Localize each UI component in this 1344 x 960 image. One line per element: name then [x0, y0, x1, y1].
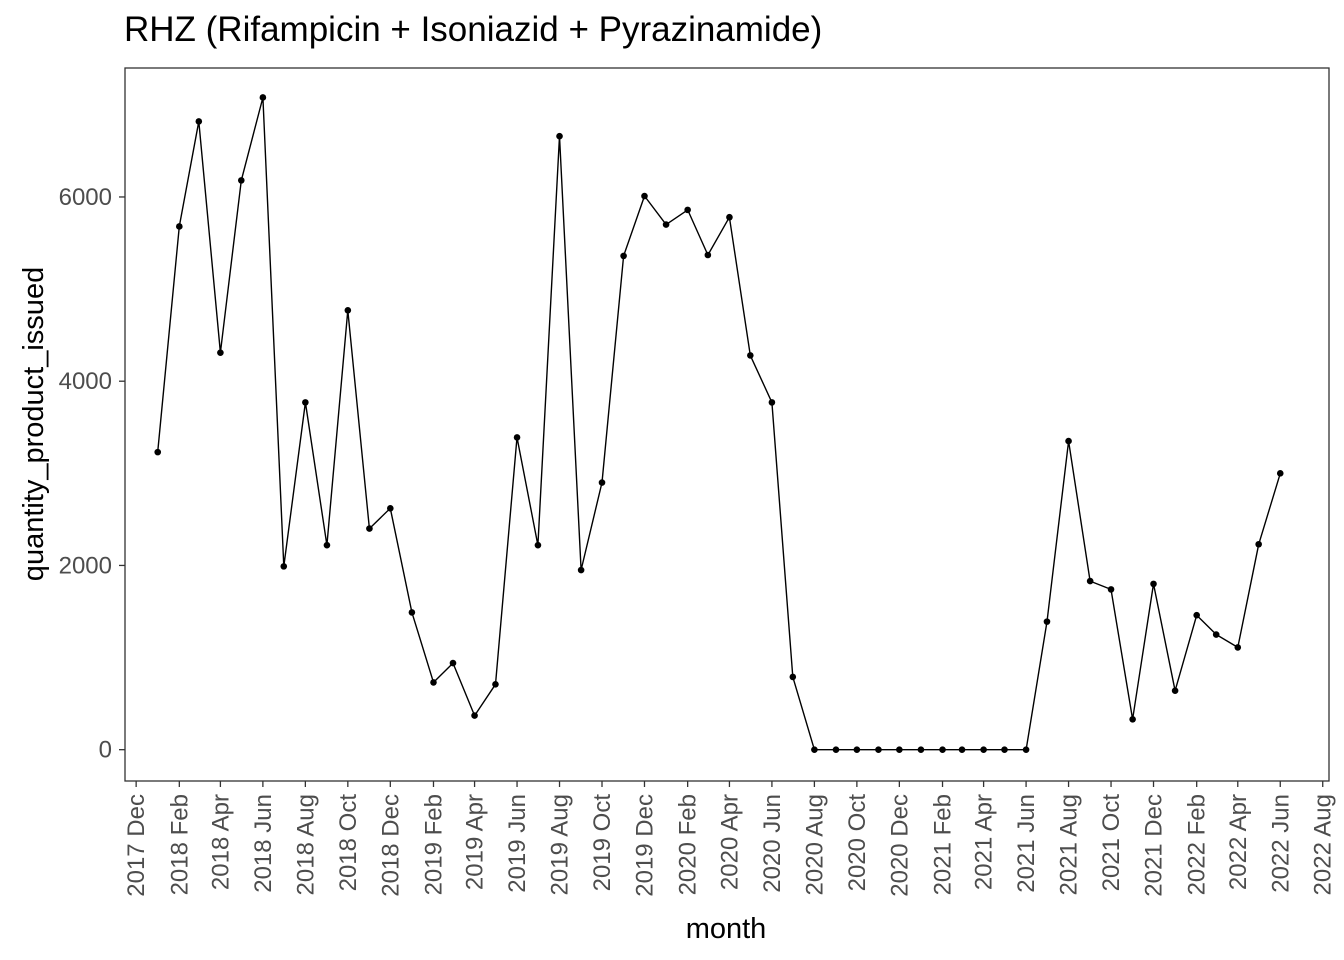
data-point [556, 132, 563, 140]
data-point [1022, 746, 1030, 753]
x-tick-label: 2022 Aug [1310, 794, 1337, 895]
x-axis-title: month [686, 913, 767, 945]
x-tick-label: 2021 Aug [1056, 794, 1083, 895]
x-tick-label: 2018 Aug [292, 794, 319, 895]
data-point [302, 399, 309, 406]
data-point [662, 221, 670, 228]
x-tick-label: 2021 Dec [1141, 794, 1168, 897]
y-axis-title: quantity_product_issued [18, 267, 50, 581]
x-tick-label: 2022 Jun [1267, 794, 1294, 893]
data-point [430, 679, 437, 686]
data-point [1276, 470, 1284, 477]
data-point [1107, 586, 1115, 593]
data-point [896, 746, 903, 753]
x-tick-label: 2019 Jun [504, 794, 531, 893]
data-point [1001, 746, 1008, 753]
data-point [641, 192, 648, 200]
x-tick-label: 2022 Feb [1184, 794, 1211, 895]
data-point [747, 352, 754, 359]
data-point [726, 213, 733, 221]
data-point [1086, 577, 1094, 585]
data-point [323, 541, 331, 549]
x-tick-label: 2021 Apr [971, 794, 998, 890]
data-point [768, 399, 776, 406]
data-point [1193, 611, 1200, 619]
x-tick-label: 2020 Oct [844, 794, 871, 892]
x-tick-label: 2018 Jun [250, 794, 277, 893]
x-tick-label: 2017 Dec [123, 794, 150, 897]
data-point [1212, 631, 1220, 638]
x-tick-label: 2020 Jun [759, 794, 786, 893]
x-tick-label: 2021 Jun [1013, 794, 1040, 893]
x-tick-label: 2019 Aug [547, 794, 574, 895]
data-point [280, 563, 288, 570]
data-point [958, 746, 966, 753]
data-point [917, 746, 925, 753]
data-point [1150, 580, 1157, 588]
data-point [176, 223, 183, 230]
y-tick-label: 0 [99, 737, 112, 764]
data-point [811, 746, 818, 753]
data-point [408, 609, 416, 616]
x-tick-label: 2019 Feb [420, 794, 447, 895]
data-point [492, 680, 499, 688]
x-tick-label: 2022 Apr [1225, 794, 1252, 890]
series-line [157, 96, 1281, 751]
data-point [684, 206, 691, 214]
x-tick-label: 2020 Feb [675, 794, 702, 895]
x-tick-label: 2018 Dec [377, 794, 404, 897]
x-tick-label: 2021 Oct [1098, 794, 1125, 892]
y-axis: 0 2000 4000 6000 [59, 184, 125, 764]
x-tick-label: 2020 Apr [716, 794, 743, 890]
data-point [259, 94, 267, 101]
data-point [832, 746, 840, 753]
x-tick-label: 2018 Apr [207, 794, 234, 890]
data-point [1129, 715, 1136, 723]
data-point [237, 177, 245, 184]
chart-title: RHZ (Rifampicin + Isoniazid + Pyrazinami… [124, 10, 823, 49]
data-point [789, 673, 797, 681]
series-group [154, 94, 1284, 753]
data-point [980, 746, 987, 753]
y-tick-label: 6000 [59, 184, 112, 211]
y-tick-label: 2000 [59, 552, 112, 579]
x-tick-label: 2020 Aug [801, 794, 828, 895]
plot-panel [124, 67, 1330, 782]
x-axis: 2017 Dec 2018 Feb 2018 Apr 2018 Jun 2018 Aug… [123, 781, 1337, 897]
x-tick-label: 2019 Dec [631, 794, 658, 897]
data-point [1255, 540, 1262, 548]
data-point [1065, 437, 1072, 445]
data-point [853, 746, 861, 753]
data-point [704, 251, 712, 259]
x-tick-label: 2020 Dec [886, 794, 913, 897]
y-tick-label: 4000 [59, 368, 112, 395]
data-point [620, 252, 627, 260]
data-point [513, 434, 521, 441]
data-point [154, 448, 162, 456]
x-tick-label: 2019 Apr [462, 794, 489, 890]
data-point [577, 566, 585, 574]
data-point [449, 659, 457, 667]
data-point [1043, 618, 1051, 625]
data-point [387, 505, 394, 512]
data-point [471, 712, 478, 719]
data-point [939, 746, 946, 753]
data-point [366, 525, 373, 532]
x-tick-label: 2018 Oct [335, 794, 362, 892]
data-point [1234, 644, 1242, 651]
data-point [534, 541, 542, 549]
data-point [598, 479, 606, 486]
data-point [344, 306, 352, 314]
data-point [217, 349, 224, 356]
x-tick-label: 2021 Feb [930, 794, 957, 895]
x-tick-label: 2019 Oct [589, 794, 616, 892]
data-point [875, 746, 882, 753]
data-point [195, 118, 203, 125]
x-tick-label: 2018 Feb [166, 794, 193, 895]
data-point [1171, 687, 1179, 695]
